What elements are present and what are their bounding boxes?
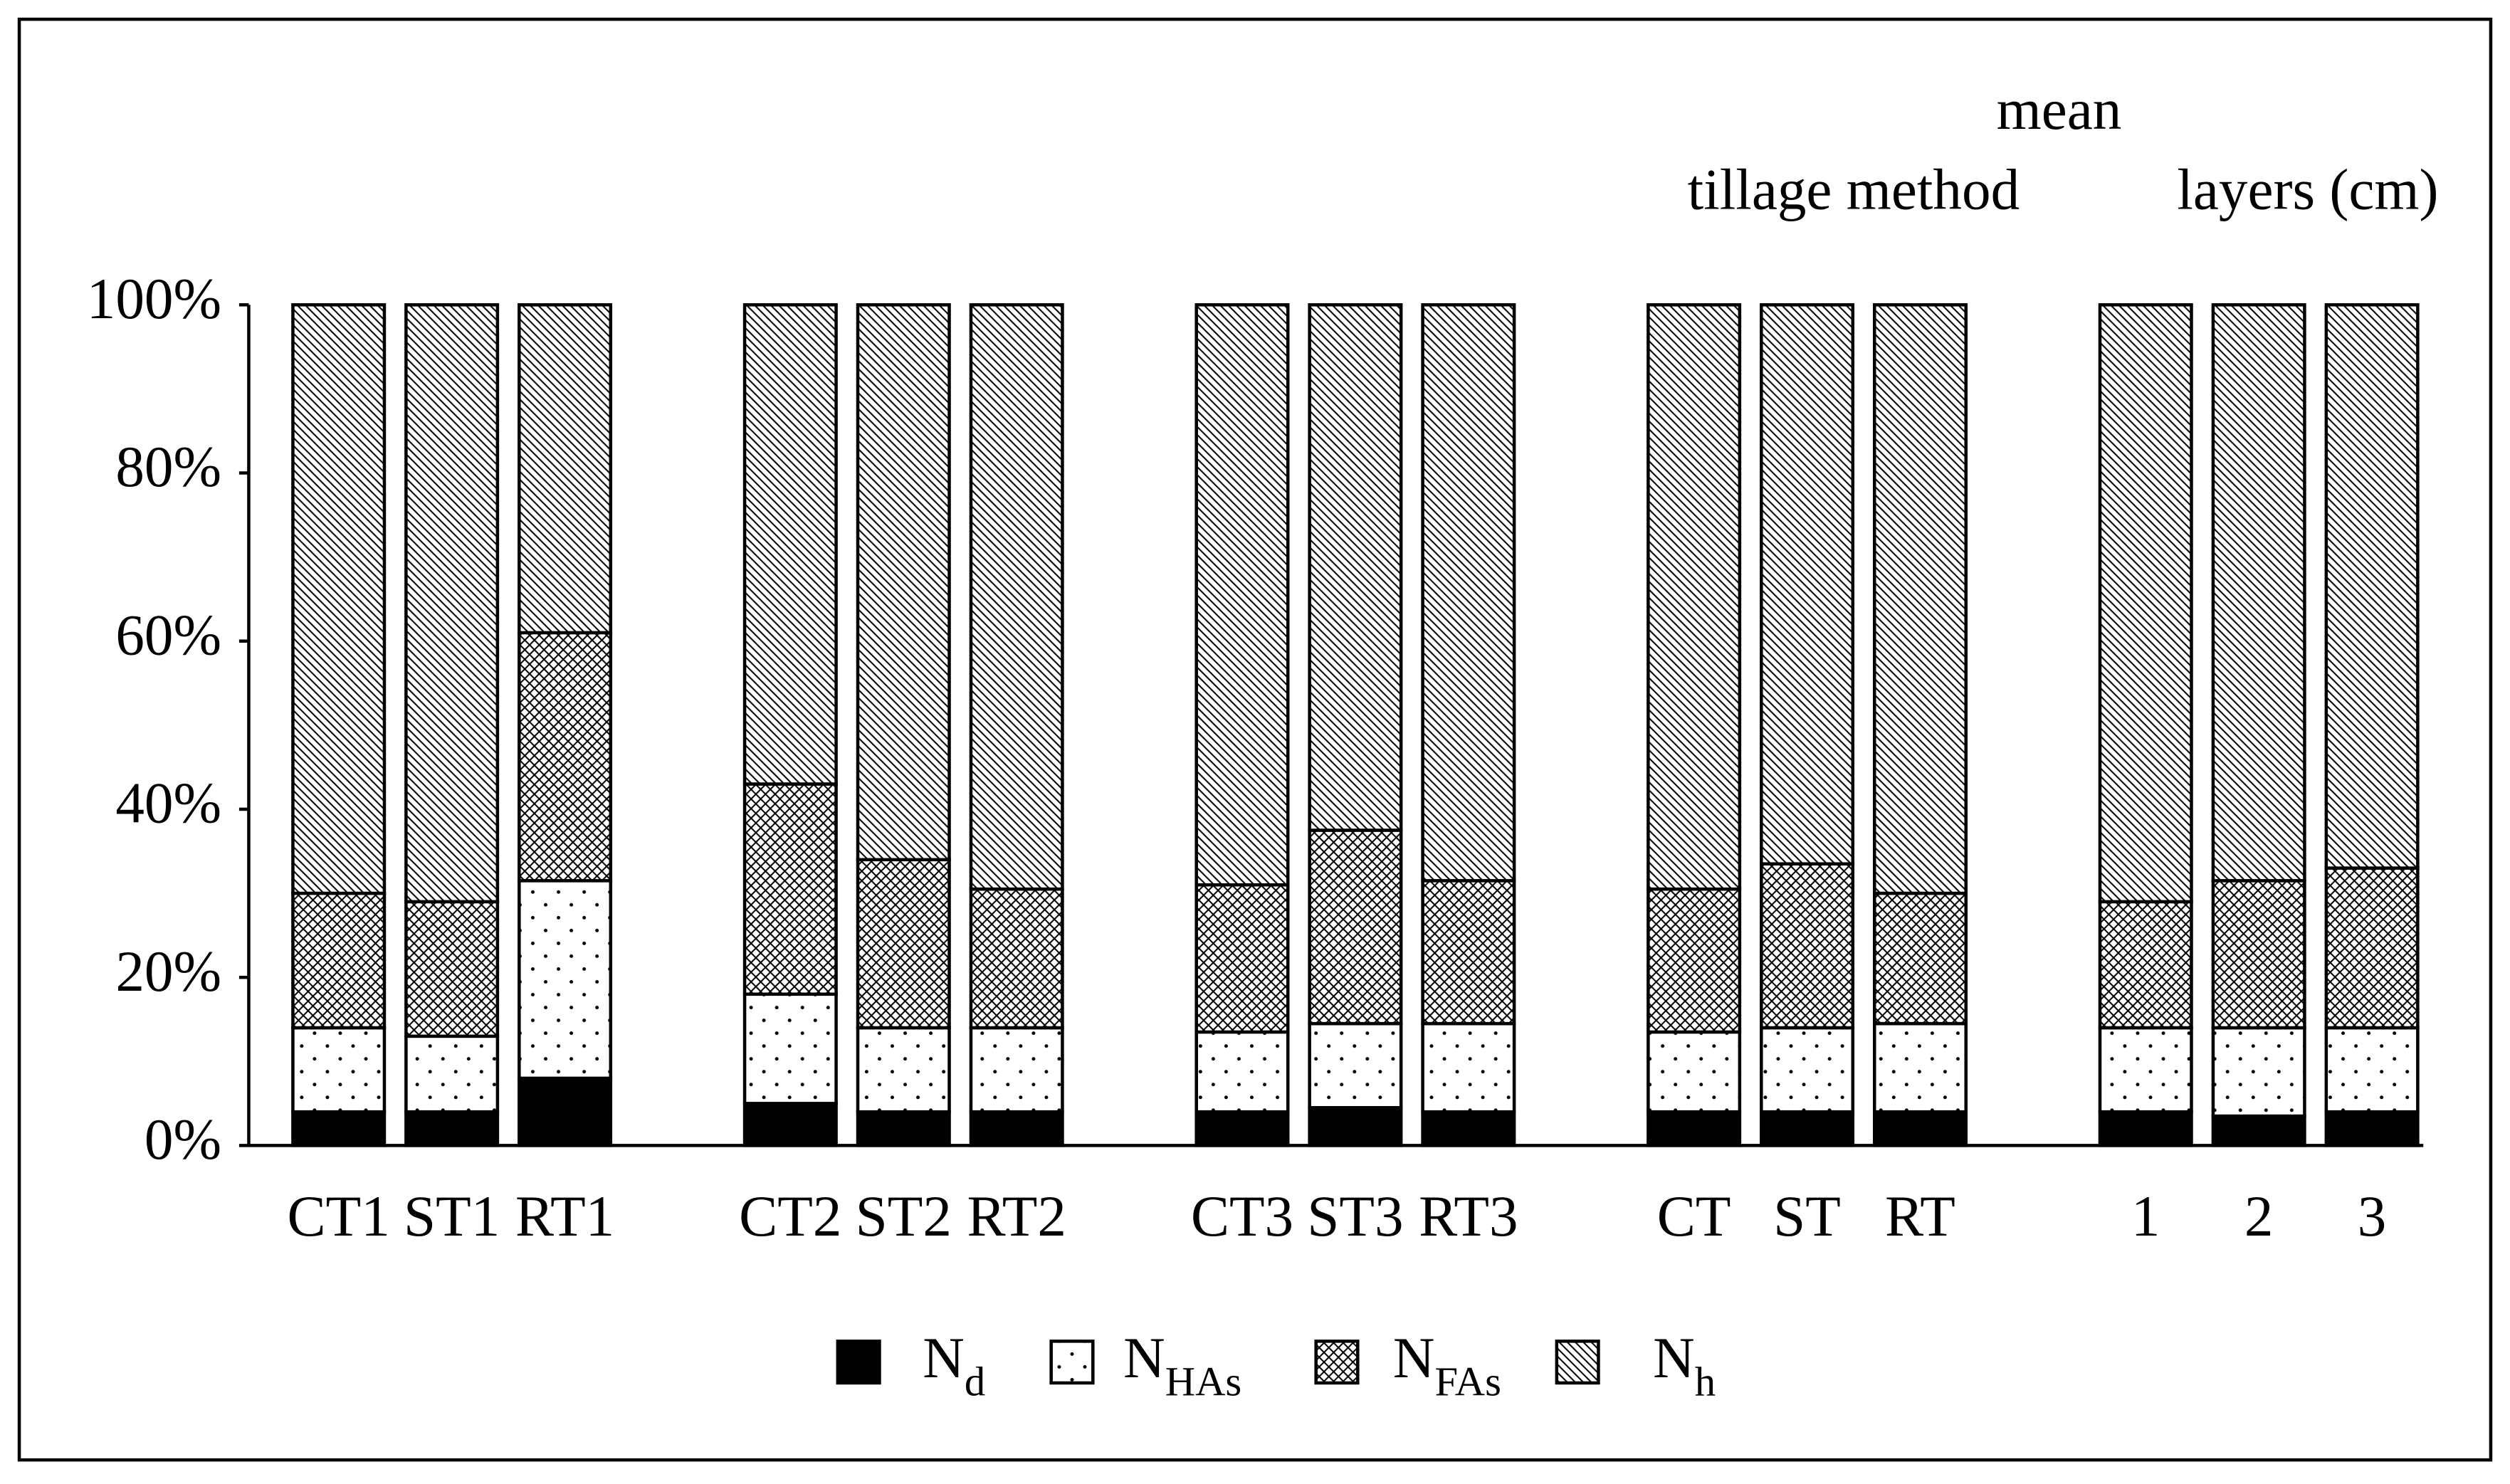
bar-segment (1760, 862, 1855, 1030)
x-tick-label: 2 (2244, 1184, 2274, 1248)
bar-segment (1194, 1030, 1290, 1114)
bar-segment (856, 303, 951, 862)
bar-segment (856, 1026, 951, 1114)
bar-segment (969, 887, 1064, 1030)
x-tick-label: RT2 (967, 1184, 1066, 1248)
x-tick-label: CT1 (288, 1184, 390, 1248)
bar-segment (2324, 1026, 2420, 1114)
bar-segment (969, 303, 1064, 891)
bar-segment (518, 303, 613, 635)
bar-segment (1760, 1026, 1855, 1114)
bar-segment (1872, 891, 1968, 1026)
legend-label: Nh (1653, 1326, 1716, 1405)
x-tick-label: ST3 (1307, 1184, 1403, 1248)
x-tick-label: CT2 (739, 1184, 841, 1248)
bar-segment (742, 992, 838, 1105)
bar-segment (969, 1026, 1064, 1114)
x-tick-label: CT (1657, 1184, 1731, 1248)
x-tick-label: ST (1773, 1184, 1841, 1248)
bar-segment (1308, 828, 1403, 1026)
bar-segment (404, 900, 500, 1038)
x-tick-label: 3 (2358, 1184, 2387, 1248)
x-tick-label: RT (1885, 1184, 1955, 1248)
bar-segment (1760, 303, 1855, 865)
bar-segment (2324, 303, 2420, 870)
annotation: tillage method (1688, 158, 2020, 222)
bar-segment (1872, 303, 1968, 895)
bar-segment (1421, 879, 1516, 1026)
bar-segment (2211, 1026, 2306, 1118)
bar-segment (1308, 303, 1403, 832)
bar-segment (742, 782, 838, 996)
annotation: layers (cm) (2177, 158, 2438, 222)
bar-segment (856, 1110, 951, 1147)
bar-segment (291, 303, 387, 895)
bar-segment (1421, 303, 1516, 883)
y-tick-label: 80% (115, 435, 221, 499)
bar-segment (2098, 900, 2193, 1030)
bar-segment (1194, 1110, 1290, 1147)
bar-segment (1647, 887, 1742, 1034)
bar-segment (1194, 883, 1290, 1034)
bar-segment (518, 631, 613, 883)
bar-segment (856, 858, 951, 1030)
x-tick-label: 1 (2131, 1184, 2160, 1248)
legend-swatch (1049, 1340, 1095, 1385)
x-tick-label: CT3 (1191, 1184, 1293, 1248)
bar-segment (2098, 303, 2193, 904)
bar-segment (1194, 303, 1290, 887)
bar-segment (1647, 1030, 1742, 1114)
bar-segment (742, 1102, 838, 1147)
x-tick-label: RT1 (515, 1184, 614, 1248)
y-tick-label: 100% (87, 267, 221, 331)
bar-segment (291, 1026, 387, 1114)
bar-segment (2211, 303, 2306, 883)
legend-label: NFAs (1393, 1326, 1501, 1405)
bar-segment (404, 1110, 500, 1147)
bar-segment (1872, 1110, 1968, 1147)
bar-segment (518, 879, 613, 1080)
bar-segment (1308, 1105, 1403, 1147)
bar-segment (1421, 1021, 1516, 1114)
legend-label: Nd (923, 1326, 985, 1405)
bar-segment (1421, 1110, 1516, 1147)
annotation: mean (1997, 78, 2122, 142)
bar-segment (742, 303, 838, 786)
bar-segment (2324, 1110, 2420, 1147)
bar-segment (2324, 866, 2420, 1030)
bar-segment (2211, 1114, 2306, 1147)
bar-segment (2211, 879, 2306, 1030)
legend-swatch (836, 1340, 881, 1385)
legend-label: NHAs (1123, 1326, 1241, 1405)
legend-swatch (1555, 1340, 1600, 1385)
y-tick-label: 40% (115, 772, 221, 836)
x-tick-label: ST1 (404, 1184, 500, 1248)
bar-segment (1647, 303, 1742, 891)
bar-segment (291, 891, 387, 1030)
bar-segment (2098, 1026, 2193, 1114)
y-tick-label: 0% (145, 1107, 221, 1172)
x-tick-label: ST2 (856, 1184, 952, 1248)
y-tick-label: 60% (115, 603, 221, 667)
bar-segment (969, 1110, 1064, 1147)
bar-segment (404, 303, 500, 904)
legend-swatch (1314, 1340, 1360, 1385)
bar-segment (1308, 1021, 1403, 1110)
bar-segment (291, 1110, 387, 1147)
bar-segment (1760, 1110, 1855, 1147)
bar-segment (2098, 1110, 2193, 1147)
bar-segment (518, 1076, 613, 1147)
bar-segment (404, 1034, 500, 1114)
y-tick-label: 20% (115, 940, 221, 1004)
bar-segment (1872, 1021, 1968, 1114)
bar-segment (1647, 1110, 1742, 1147)
x-tick-label: RT3 (1419, 1184, 1518, 1248)
